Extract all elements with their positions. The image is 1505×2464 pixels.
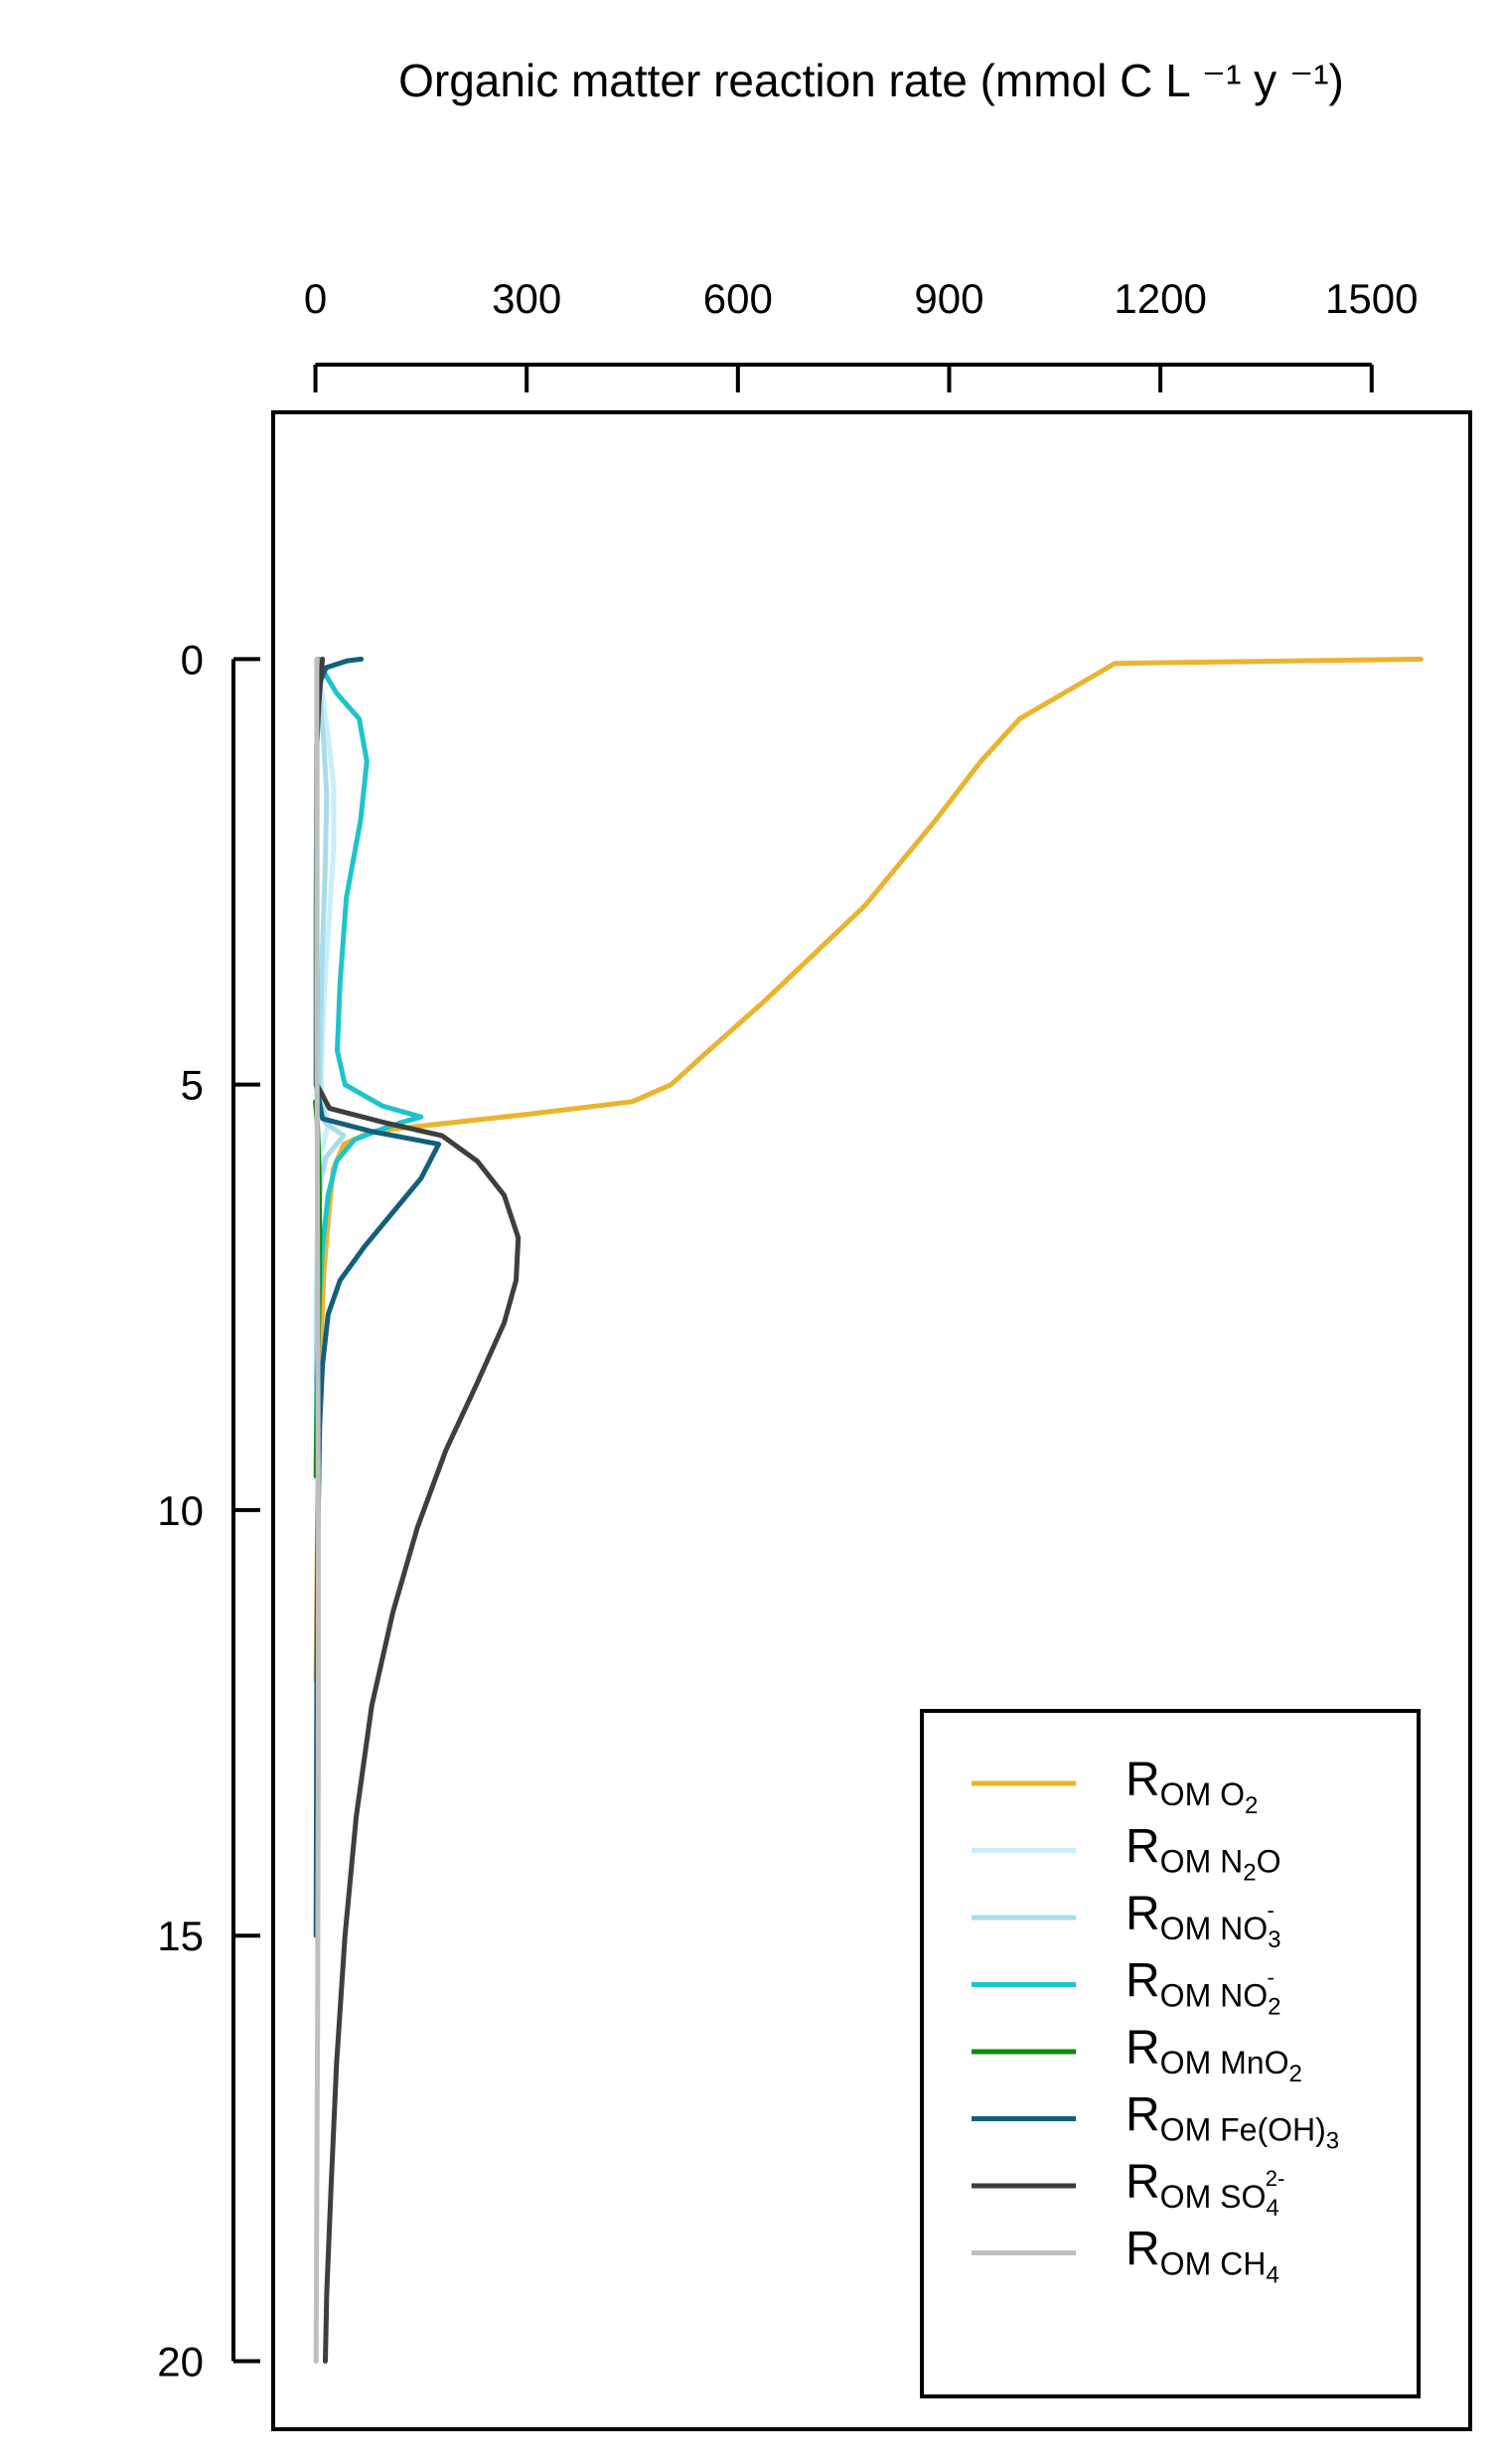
legend-label: ROM SO42- — [1126, 2156, 1284, 2222]
x-axis: 0 300 600 900 1200 1500 — [304, 275, 1418, 392]
y-tick-label: 15 — [157, 1913, 204, 1959]
series-line-7 — [313, 656, 321, 2364]
x-tick-label: 900 — [914, 275, 983, 322]
y-tick-label: 20 — [157, 2338, 204, 2385]
plot-frame — [271, 410, 1472, 2431]
x-tick-label: 1500 — [1325, 275, 1418, 322]
y-tick-label: 5 — [181, 1062, 204, 1109]
plot-lines — [313, 656, 1424, 2364]
legend-label: ROM Fe(OH)3 — [1126, 2089, 1339, 2155]
legend-label: ROM NO2- — [1126, 1955, 1280, 2021]
legend-label: ROM CH4 — [1126, 2224, 1279, 2289]
x-tick-label: 300 — [492, 275, 561, 322]
x-tick-label: 0 — [304, 275, 327, 322]
y-tick-label: 0 — [181, 636, 204, 683]
series-line-3 — [313, 656, 424, 1470]
legend-label: ROM N2O — [1126, 1821, 1280, 1887]
y-tick-label: 10 — [157, 1487, 204, 1534]
y-axis: 0 5 10 15 20 — [157, 636, 260, 2385]
legend-label: ROM O2 — [1126, 1754, 1258, 1819]
legend-label: ROM MnO2 — [1126, 2022, 1302, 2087]
x-tick-label: 600 — [703, 275, 773, 322]
x-axis-title: Organic matter reaction rate (mmol C L ⁻… — [398, 55, 1344, 106]
legend-label: ROM NO3- — [1126, 1888, 1280, 1953]
x-tick-label: 1200 — [1114, 275, 1206, 322]
